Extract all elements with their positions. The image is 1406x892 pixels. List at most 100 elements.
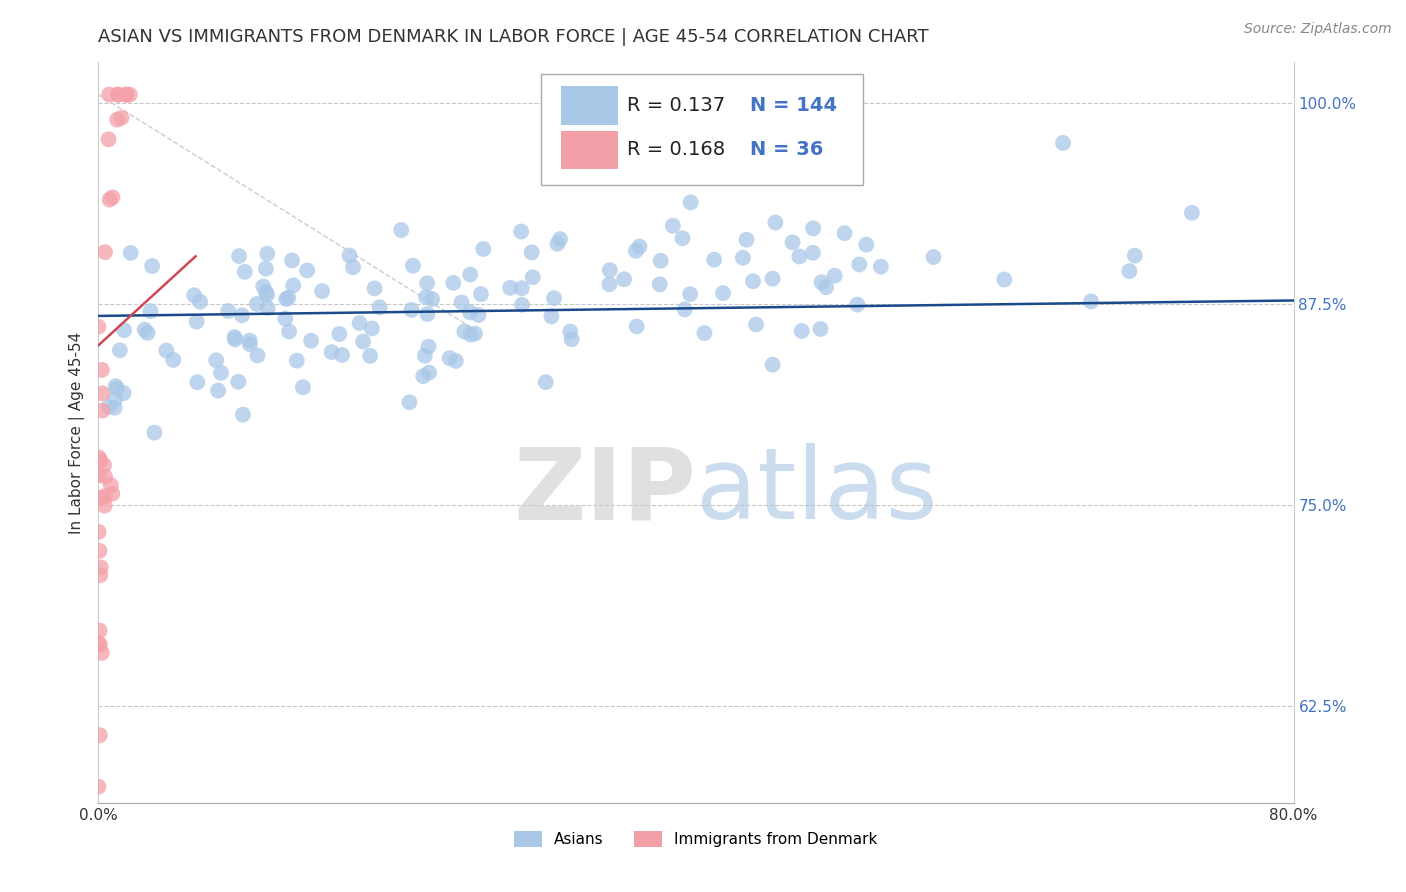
Point — [254, 261, 277, 276]
Point — [848, 257, 870, 271]
Point — [735, 233, 758, 247]
Point — [453, 325, 475, 339]
Point — [98, 87, 121, 102]
Point — [321, 345, 343, 359]
Point — [824, 268, 846, 283]
Point — [104, 401, 127, 415]
Point — [100, 478, 122, 492]
Point — [342, 260, 364, 275]
Point — [209, 366, 232, 380]
Point — [790, 324, 813, 338]
Point — [416, 307, 439, 321]
Point — [402, 259, 425, 273]
Point — [232, 408, 254, 422]
Point — [207, 384, 229, 398]
Point — [87, 319, 110, 334]
Point — [98, 193, 121, 207]
Point — [458, 305, 481, 319]
Point — [624, 244, 647, 258]
Point — [363, 281, 385, 295]
Point — [205, 353, 228, 368]
Point — [662, 219, 685, 233]
Point — [97, 400, 120, 414]
Point — [291, 380, 314, 394]
Point — [1123, 249, 1146, 263]
Point — [546, 236, 568, 251]
Point — [339, 248, 361, 262]
Point — [472, 242, 495, 256]
Text: N = 36: N = 36 — [749, 140, 823, 160]
Point — [441, 276, 464, 290]
Point — [246, 297, 269, 311]
Point — [922, 250, 945, 264]
Point — [444, 354, 467, 368]
Point — [711, 286, 734, 301]
Point — [112, 323, 135, 337]
Point — [94, 469, 117, 483]
Point — [277, 291, 299, 305]
Point — [90, 363, 112, 377]
Point — [761, 271, 783, 285]
Point — [599, 263, 621, 277]
Point — [141, 259, 163, 273]
Point — [418, 366, 440, 380]
Point — [224, 330, 246, 344]
Point — [89, 624, 111, 638]
Point — [560, 325, 582, 339]
Point — [368, 301, 391, 315]
Point — [762, 358, 785, 372]
Point — [810, 275, 832, 289]
Point — [815, 280, 838, 294]
Point — [598, 277, 620, 292]
Point — [415, 290, 437, 304]
Point — [855, 237, 877, 252]
Point — [97, 132, 120, 146]
Point — [274, 311, 297, 326]
Text: ASIAN VS IMMIGRANTS FROM DENMARK IN LABOR FORCE | AGE 45-54 CORRELATION CHART: ASIAN VS IMMIGRANTS FROM DENMARK IN LABO… — [98, 28, 929, 45]
Point — [464, 326, 486, 341]
Point — [412, 369, 434, 384]
Point — [115, 87, 138, 102]
Point — [89, 491, 111, 505]
Text: N = 144: N = 144 — [749, 95, 837, 115]
Point — [87, 524, 110, 539]
Point — [104, 379, 127, 393]
Point — [458, 268, 481, 282]
Point — [349, 316, 371, 330]
Point — [231, 308, 253, 322]
Point — [233, 265, 256, 279]
Point — [183, 288, 205, 302]
Point — [389, 223, 412, 237]
Point — [239, 337, 262, 351]
Point — [89, 544, 111, 558]
Point — [239, 334, 262, 348]
Point — [420, 292, 443, 306]
Point — [256, 301, 278, 315]
Point — [499, 281, 522, 295]
Point — [87, 468, 110, 483]
Y-axis label: In Labor Force | Age 45-54: In Labor Force | Age 45-54 — [69, 332, 84, 533]
Point — [330, 348, 353, 362]
Point — [1181, 206, 1204, 220]
Text: Source: ZipAtlas.com: Source: ZipAtlas.com — [1244, 22, 1392, 37]
Point — [94, 489, 117, 503]
Point — [276, 292, 298, 306]
Point — [467, 308, 489, 322]
Point — [217, 304, 239, 318]
Text: atlas: atlas — [696, 443, 938, 541]
Point — [418, 340, 440, 354]
Point — [281, 253, 304, 268]
Point — [134, 323, 156, 337]
Point — [89, 568, 111, 582]
Point — [352, 334, 374, 349]
Point — [256, 287, 278, 301]
Point — [742, 274, 765, 288]
Point — [993, 272, 1015, 286]
Point — [360, 321, 382, 335]
Point — [328, 326, 350, 341]
Point — [311, 284, 333, 298]
FancyBboxPatch shape — [561, 130, 619, 169]
Point — [104, 392, 127, 407]
Point — [510, 225, 533, 239]
Text: ZIP: ZIP — [513, 443, 696, 541]
